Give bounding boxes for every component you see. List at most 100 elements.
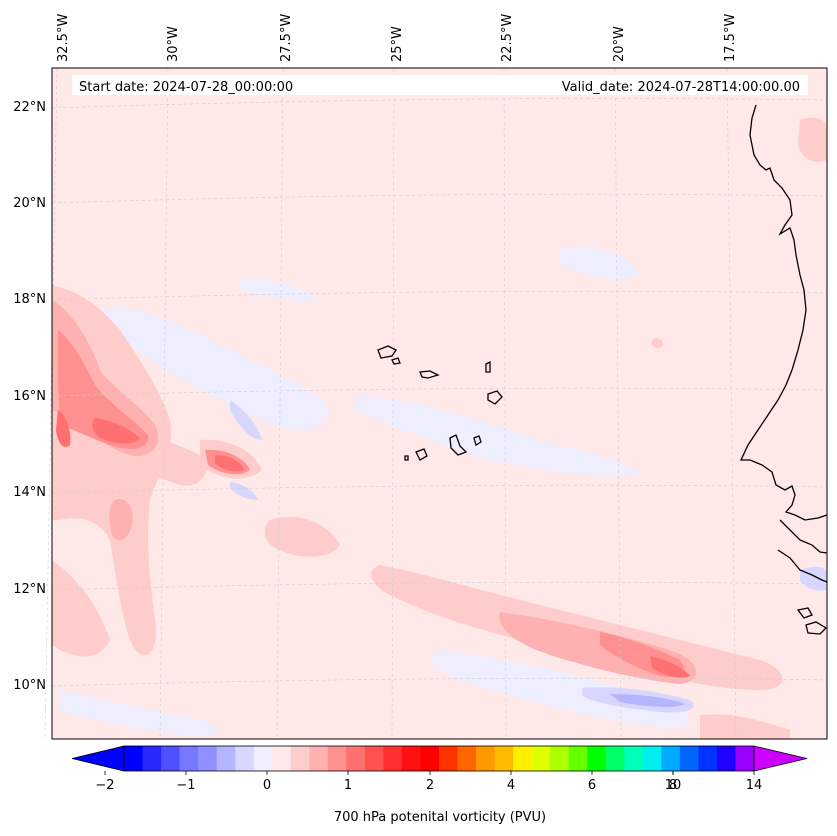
colorbar — [71, 745, 808, 772]
positive-pv-region — [52, 560, 110, 657]
latitude-labels: 22°N 20°N 18°N 16°N 14°N 12°N 10°N — [13, 100, 46, 693]
longitude-label: 17.5°W — [723, 14, 738, 62]
colorbar-tick-label: −1 — [176, 778, 195, 793]
latitude-label: 10°N — [13, 678, 46, 693]
positive-pv-region — [56, 410, 71, 447]
latitude-label: 20°N — [13, 196, 46, 211]
longitude-label: 30°W — [166, 26, 181, 62]
latitude-label: 14°N — [13, 485, 46, 500]
negative-pv-region — [355, 395, 640, 477]
colorbar-tick-label: −2 — [95, 778, 114, 793]
colorbar-extend-high — [753, 745, 808, 772]
colorbar-swatch — [735, 746, 755, 771]
start-date-text: Start date: 2024-07-28_00:00:00 — [79, 80, 293, 95]
colorbar-ticks: −2 −1 0 1 2 4 6 810 14 — [95, 771, 762, 793]
negative-pv-region — [240, 279, 320, 302]
map-frame — [51, 67, 828, 740]
colorbar-swatch — [290, 746, 310, 771]
positive-pv-region — [264, 516, 340, 557]
coastline-segment — [805, 621, 828, 635]
colorbar-swatch — [439, 746, 459, 771]
positive-pv-region — [58, 330, 149, 449]
colorbar-tick-label: 6 — [588, 778, 596, 793]
longitude-label: 25°W — [390, 26, 405, 62]
colorbar-swatch — [327, 746, 347, 771]
island-outline — [487, 390, 503, 405]
positive-pv-region — [109, 499, 133, 541]
colorbar-swatch — [272, 746, 292, 771]
colorbar-extend-low — [71, 745, 125, 772]
positive-pv-region — [700, 714, 790, 739]
colorbar-swatch — [309, 746, 329, 771]
valid-date-text: Valid_date: 2024-07-28T14:00:00.00 — [562, 80, 800, 95]
coastline-segment — [779, 519, 828, 554]
island-outline — [404, 455, 409, 461]
colorbar-swatch — [253, 746, 273, 771]
longitude-label: 20°W — [612, 26, 627, 62]
colorbar-swatch — [161, 746, 181, 771]
colorbar-tick-label: 10 — [665, 778, 682, 793]
negative-pv-region — [560, 246, 640, 280]
positive-pv-region — [798, 117, 827, 162]
island-outline — [377, 345, 397, 359]
colorbar-swatch — [476, 746, 496, 771]
positive-pv-region — [92, 418, 140, 444]
island-outline — [485, 360, 491, 373]
positive-pv-region — [651, 338, 663, 349]
island-outline — [419, 370, 440, 379]
colorbar-swatch — [587, 746, 607, 771]
map-background — [52, 68, 827, 739]
negative-pv-region — [60, 690, 219, 737]
colorbar-swatch — [179, 746, 199, 771]
colorbar-tick-label: 1 — [344, 778, 352, 793]
colorbar-swatch — [513, 746, 533, 771]
island-outline — [391, 357, 401, 365]
colorbar-swatch — [401, 746, 421, 771]
longitude-label: 27.5°W — [279, 14, 294, 62]
colorbar-tick-label: 14 — [746, 778, 763, 793]
colorbar-swatch — [216, 746, 236, 771]
positive-pv-region — [215, 455, 244, 472]
colorbar-swatch — [383, 746, 403, 771]
latitude-label: 12°N — [13, 582, 46, 597]
latitude-label: 16°N — [13, 389, 46, 404]
island-outline — [415, 448, 428, 461]
colorbar-swatch — [661, 746, 681, 771]
colorbar-tick-label: 0 — [263, 778, 271, 793]
island-outline — [473, 435, 482, 446]
map-field — [52, 117, 827, 739]
negative-pv-region — [99, 308, 330, 430]
colorbar-swatch — [679, 746, 699, 771]
coastline-segment — [777, 549, 828, 583]
colorbar-swatch — [531, 746, 551, 771]
coastlines — [377, 104, 828, 635]
colorbar-swatch — [605, 746, 625, 771]
colorbar-swatch — [346, 746, 366, 771]
colorbar-tick-label: 2 — [426, 778, 434, 793]
date-info-box — [72, 75, 808, 95]
longitude-label: 22.5°W — [500, 14, 515, 62]
latitude-label: 18°N — [13, 292, 46, 307]
longitude-label: 32.5°W — [56, 14, 71, 62]
latitude-label: 22°N — [13, 100, 46, 115]
island-outline — [449, 434, 468, 456]
colorbar-swatch — [124, 746, 144, 771]
colorbar-swatch — [568, 746, 588, 771]
colorbar-swatch — [235, 746, 255, 771]
west-africa-coastline — [739, 104, 828, 521]
colorbar-swatch — [624, 746, 644, 771]
longitude-labels: 32.5°W 30°W 27.5°W 25°W 22.5°W 20°W 17.5°W — [56, 14, 738, 62]
negative-pv-region — [230, 400, 262, 440]
colorbar-swatch — [198, 746, 218, 771]
colorbar-swatch — [716, 746, 736, 771]
colorbar-swatch — [420, 746, 440, 771]
colorbar-swatch — [142, 746, 162, 771]
colorbar-swatch — [494, 746, 514, 771]
colorbar-swatch — [550, 746, 570, 771]
negative-pv-region — [610, 694, 685, 707]
negative-pv-region — [230, 482, 258, 500]
colorbar-swatch — [698, 746, 718, 771]
colorbar-swatch — [642, 746, 662, 771]
colorbar-swatch — [364, 746, 384, 771]
negative-pv-region — [431, 650, 690, 729]
